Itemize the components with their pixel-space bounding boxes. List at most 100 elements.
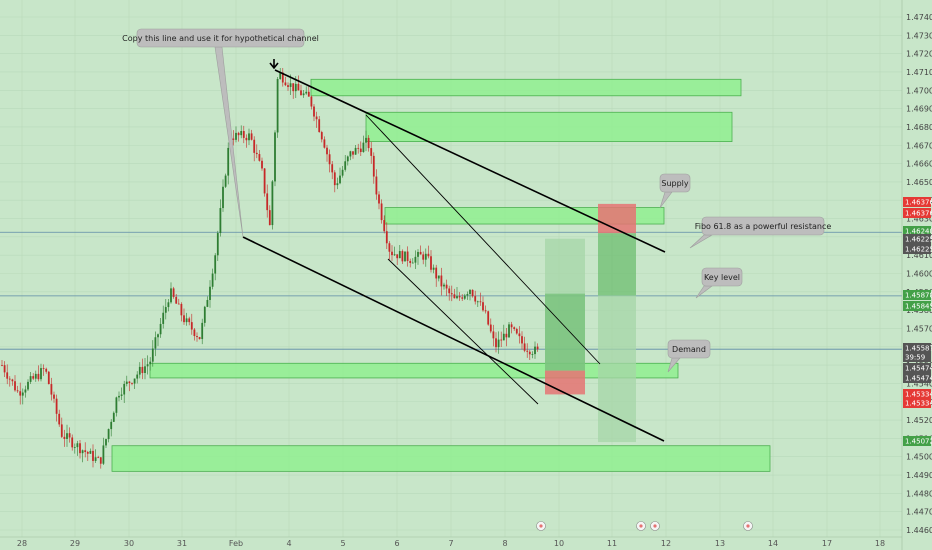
upper-zone-1[interactable]: [310, 78, 742, 97]
candle-body: [92, 450, 94, 461]
time-tick-label: Feb: [229, 539, 243, 548]
candle-body: [118, 395, 120, 398]
price-badge[interactable]: [903, 398, 931, 408]
annotation-callout[interactable]: Fibo 61.8 as a powerful resistance: [689, 216, 831, 249]
annotation-callout[interactable]: Demand: [667, 339, 711, 373]
candle-body: [456, 296, 458, 299]
candle-body: [232, 138, 235, 140]
candle-body: [315, 116, 318, 120]
candle-body: [110, 421, 113, 430]
candle-body: [453, 294, 456, 299]
candle-body: [513, 327, 516, 329]
price-badge[interactable]: [903, 234, 931, 244]
time-tick-label: 5: [340, 539, 345, 548]
candle-body: [333, 172, 336, 186]
price-badge[interactable]: [903, 352, 931, 362]
price-badge[interactable]: [903, 197, 931, 207]
candle-body: [11, 379, 14, 382]
price-badge[interactable]: [903, 290, 931, 300]
candle-body: [289, 83, 292, 87]
channel-lower-line[interactable]: [242, 236, 665, 442]
callout-text: Supply: [661, 179, 689, 188]
economic-event-icon[interactable]: [636, 521, 646, 531]
price-badge-label: 1.46240: [905, 228, 932, 236]
callout-text: Demand: [672, 345, 706, 354]
channel-upper-line[interactable]: [274, 69, 666, 253]
annotations[interactable]: Copy this line and use it for hypothetic…: [122, 28, 831, 373]
candle-body: [445, 284, 448, 289]
long-stop-box-1[interactable]: [545, 370, 585, 395]
price-badge[interactable]: [903, 208, 931, 218]
candle-body: [141, 366, 144, 374]
candle-body: [463, 295, 466, 299]
annotation-callout[interactable]: Copy this line and use it for hypothetic…: [122, 28, 319, 238]
fibo-diagonal-line[interactable]: [365, 114, 601, 365]
candle-body: [536, 346, 539, 350]
candle-body: [79, 443, 81, 454]
annotation-callout[interactable]: Supply: [659, 173, 691, 209]
price-badge[interactable]: [903, 244, 931, 254]
candle-body: [144, 366, 146, 374]
candle-body: [14, 381, 16, 391]
economic-event-icon[interactable]: [650, 521, 660, 531]
short-target-area[interactable]: [598, 295, 636, 443]
copied-channel-line[interactable]: [387, 258, 539, 405]
candle-body: [422, 254, 425, 260]
candle-body: [164, 307, 167, 313]
short-stop-box[interactable]: [598, 203, 636, 234]
price-badge[interactable]: [903, 363, 931, 373]
candle-body: [183, 315, 185, 323]
candle-body: [21, 392, 24, 396]
economic-event-icon[interactable]: [743, 521, 753, 531]
economic-event-icon[interactable]: [536, 521, 546, 531]
price-badge[interactable]: [903, 389, 931, 399]
candle-body: [302, 93, 305, 96]
callout-box: [136, 28, 305, 48]
candle-body: [326, 147, 328, 155]
candle-body: [55, 398, 58, 414]
candle-body: [393, 254, 396, 256]
time-axis[interactable]: 28 29 30 31 Feb 4 5 6 7 8 10 11 12 13 14 17 18: [0, 521, 902, 549]
candle-body: [201, 322, 204, 340]
lower-zone[interactable]: [111, 445, 771, 472]
price-badge[interactable]: [903, 301, 931, 311]
candle-body: [123, 383, 126, 395]
candle-body: [32, 376, 35, 379]
candle-body: [508, 324, 510, 338]
candle-body: [292, 83, 295, 92]
upper-zone-2[interactable]: [365, 111, 733, 142]
candle-body: [336, 183, 339, 186]
callout-box: [667, 339, 711, 359]
long-profit-box-1[interactable]: [545, 293, 585, 371]
price-badge[interactable]: [903, 343, 931, 353]
short-profit-box[interactable]: [598, 233, 636, 296]
trade-positions[interactable]: [545, 203, 636, 443]
candle-body: [487, 311, 490, 325]
candle-body: [128, 381, 131, 384]
supply-demand-zones[interactable]: [111, 78, 771, 472]
candle-body: [185, 318, 188, 323]
price-badge[interactable]: [903, 436, 931, 446]
time-tick-label: 8: [502, 539, 507, 548]
candle-body: [268, 210, 271, 226]
price-badge[interactable]: [903, 226, 931, 236]
candle-body: [427, 253, 430, 257]
time-tick-label: 6: [394, 539, 399, 548]
candle-body: [331, 164, 334, 173]
price-badge[interactable]: [903, 373, 931, 383]
candle-body: [448, 288, 451, 294]
time-tick-label: 31: [177, 539, 187, 548]
candle-body: [352, 151, 354, 155]
candle-body: [240, 131, 243, 136]
candle-body: [458, 296, 461, 298]
price-axis[interactable]: 1.47400 1.47300 1.47200 1.47100 1.47000 1.469…: [901, 0, 932, 550]
candle-body: [203, 306, 206, 323]
price-tick-label: 1.46900: [906, 105, 932, 114]
candle-body: [346, 156, 349, 162]
channel-trendlines[interactable]: [242, 59, 666, 442]
candle-body: [209, 286, 211, 300]
candle-body: [388, 243, 391, 252]
annotation-callout[interactable]: Key level: [695, 267, 743, 299]
supply-zone[interactable]: [384, 207, 665, 225]
